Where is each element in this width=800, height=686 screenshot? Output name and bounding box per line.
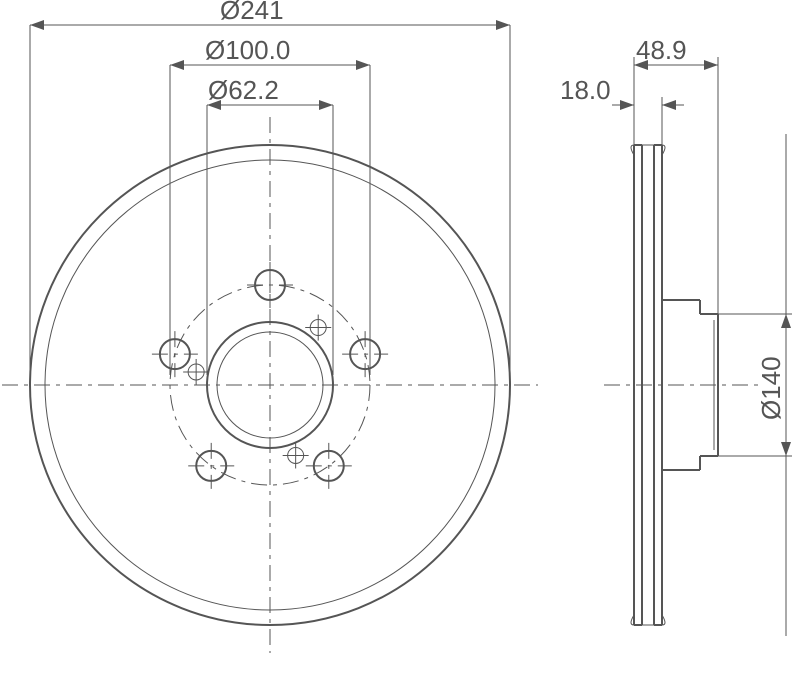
svg-text:Ø140: Ø140 [756, 356, 786, 420]
svg-text:Ø62.2: Ø62.2 [208, 75, 279, 105]
svg-text:18.0: 18.0 [560, 75, 611, 105]
svg-text:Ø241: Ø241 [220, 0, 284, 25]
svg-text:Ø100.0: Ø100.0 [205, 35, 290, 65]
svg-text:48.9: 48.9 [636, 35, 687, 65]
